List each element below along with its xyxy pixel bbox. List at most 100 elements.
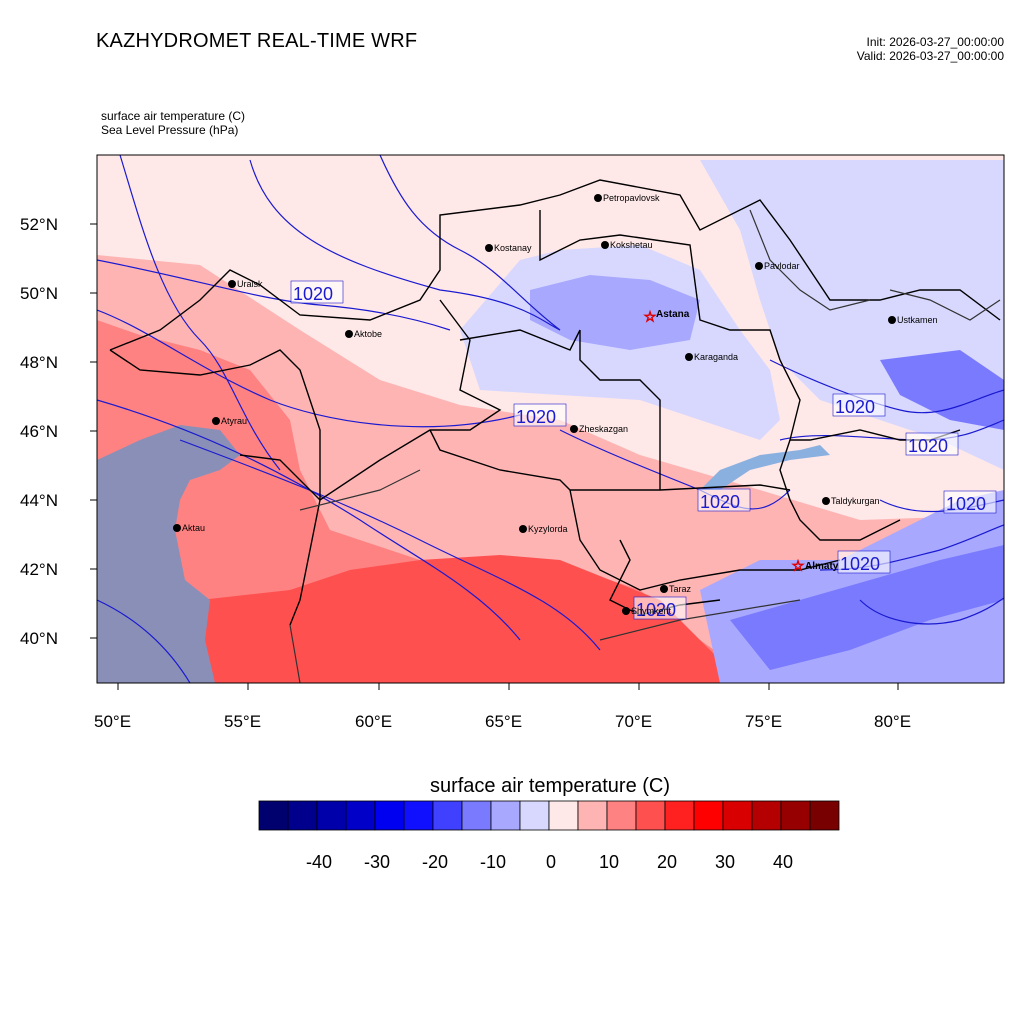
lon-label-55: 55°E [224, 712, 261, 731]
city-label-astana: Astana [656, 309, 690, 320]
city-label-uralsk: Uralsk [237, 279, 263, 289]
colorbar-tick: -10 [480, 852, 506, 872]
city-label-kokshetau: Kokshetau [610, 240, 653, 250]
colorbar-swatch [287, 800, 318, 831]
lat-label-40: 40°N [20, 629, 58, 648]
city-label-karaganda: Karaganda [694, 352, 738, 362]
colorbar-swatch [751, 800, 782, 831]
city-marker [685, 353, 693, 361]
valid-time: Valid: 2026-03-27_00:00:00 [856, 49, 1004, 63]
time-info: Init: 2026-03-27_00:00:00 Valid: 2026-03… [857, 35, 1004, 63]
colorbar-swatch [374, 800, 405, 831]
colorbar-swatch [577, 800, 608, 831]
lon-label-75: 75°E [745, 712, 782, 731]
pressure-label: 1020 [516, 407, 556, 427]
city-label-taldykurgan: Taldykurgan [831, 496, 880, 506]
city-label-taraz: Taraz [669, 584, 692, 594]
city-marker [601, 241, 609, 249]
pressure-label: 1020 [636, 600, 676, 620]
field-legend: surface air temperature (C) Sea Level Pr… [101, 109, 245, 137]
colorbar-swatch [403, 800, 434, 831]
lake-balkhash [700, 445, 830, 490]
city-marker [570, 425, 578, 433]
lon-label-65: 65°E [485, 712, 522, 731]
colorbar-tick: 10 [599, 852, 619, 872]
pressure-label: 1020 [840, 554, 880, 574]
colorbar-swatch [548, 800, 579, 831]
isobars [97, 155, 1004, 683]
city-label-atyrau: Atyrau [221, 416, 247, 426]
latitude-axis: 52°N 50°N 48°N 46°N 44°N 42°N 40°N [20, 215, 58, 648]
city-marker [485, 244, 493, 252]
colorbar-tick: -40 [306, 852, 332, 872]
init-time: Init: 2026-03-27_00:00:00 [866, 35, 1004, 49]
city-marker [888, 316, 896, 324]
lon-label-60: 60°E [355, 712, 392, 731]
city-label-aktobe: Aktobe [354, 329, 382, 339]
city-label-petropavlovsk: Petropavlovsk [603, 193, 660, 203]
city-marker [173, 524, 181, 532]
city-marker [755, 262, 763, 270]
colorbar-tick: 20 [657, 852, 677, 872]
cities: Petropavlovsk Kostanay Kokshetau Pavloda… [173, 193, 938, 616]
pressure-label: 1020 [946, 494, 986, 514]
lat-label-46: 46°N [20, 422, 58, 441]
city-marker [345, 330, 353, 338]
city-marker [822, 497, 830, 505]
lat-label-48: 48°N [20, 353, 58, 372]
temp-colder-astana [530, 275, 700, 350]
city-marker [660, 585, 668, 593]
colorbar-swatch [490, 800, 521, 831]
colorbar-swatch [664, 800, 695, 831]
city-marker [519, 525, 527, 533]
city-label-kostanay: Kostanay [494, 243, 532, 253]
lat-label-52: 52°N [20, 215, 58, 234]
colorbar-swatch [316, 800, 347, 831]
colorbar [258, 800, 840, 831]
city-marker [622, 607, 630, 615]
colorbar-tick: 30 [715, 852, 735, 872]
caspian-sea [97, 425, 240, 683]
lon-label-70: 70°E [615, 712, 652, 731]
colorbar-swatch [780, 800, 811, 831]
city-marker [212, 417, 220, 425]
lon-label-50: 50°E [94, 712, 131, 731]
city-marker [594, 194, 602, 202]
colorbar-swatch [722, 800, 753, 831]
field-pressure: Sea Level Pressure (hPa) [101, 123, 239, 137]
city-label-pavlodar: Pavlodar [764, 261, 800, 271]
pressure-labels: 1020 1020 1020 1020 1020 1020 1020 1020 [290, 280, 997, 620]
capital-star-icon: ☆ [644, 309, 657, 325]
capital-star-icon: ☆ [792, 558, 805, 574]
city-label-almaty: Almaty [805, 561, 839, 572]
colorbar-title: surface air temperature (C) [429, 775, 671, 797]
pressure-label: 1020 [908, 436, 948, 456]
temp-very-cold-mountains [730, 545, 1004, 670]
colorbar-swatch [432, 800, 463, 831]
colorbar-swatch [606, 800, 637, 831]
colorbar-swatch [809, 800, 840, 831]
pressure-label: 1020 [700, 492, 740, 512]
colorbar-swatch [461, 800, 492, 831]
colorbar-tick: 0 [546, 852, 556, 872]
city-label-ustkamen: Ustkamen [897, 315, 938, 325]
colorbar-ticks: -40 -30 -20 -10 0 10 20 30 40 [306, 852, 793, 872]
country-borders [289, 209, 1001, 683]
axis-ticks [90, 223, 899, 690]
pressure-label: 1020 [293, 284, 333, 304]
colorbar-swatch [519, 800, 550, 831]
map-title: KAZHYDROMET REAL-TIME WRF [96, 30, 418, 52]
pressure-label: 1020 [835, 397, 875, 417]
colorbar-tick: -30 [364, 852, 390, 872]
field-temperature: surface air temperature (C) [101, 109, 246, 123]
city-marker [228, 280, 236, 288]
city-label-kyzylorda: Kyzylorda [528, 524, 568, 534]
colorbar-swatch [345, 800, 376, 831]
city-label-zheskazgan: Zheskazgan [579, 424, 628, 434]
colorbar-tick: 40 [773, 852, 793, 872]
city-label-aktau: Aktau [182, 523, 205, 533]
lat-label-50: 50°N [20, 284, 58, 303]
city-label-shymkent: Shymkent [631, 606, 672, 616]
colorbar-tick: -20 [422, 852, 448, 872]
colorbar-swatch [693, 800, 724, 831]
